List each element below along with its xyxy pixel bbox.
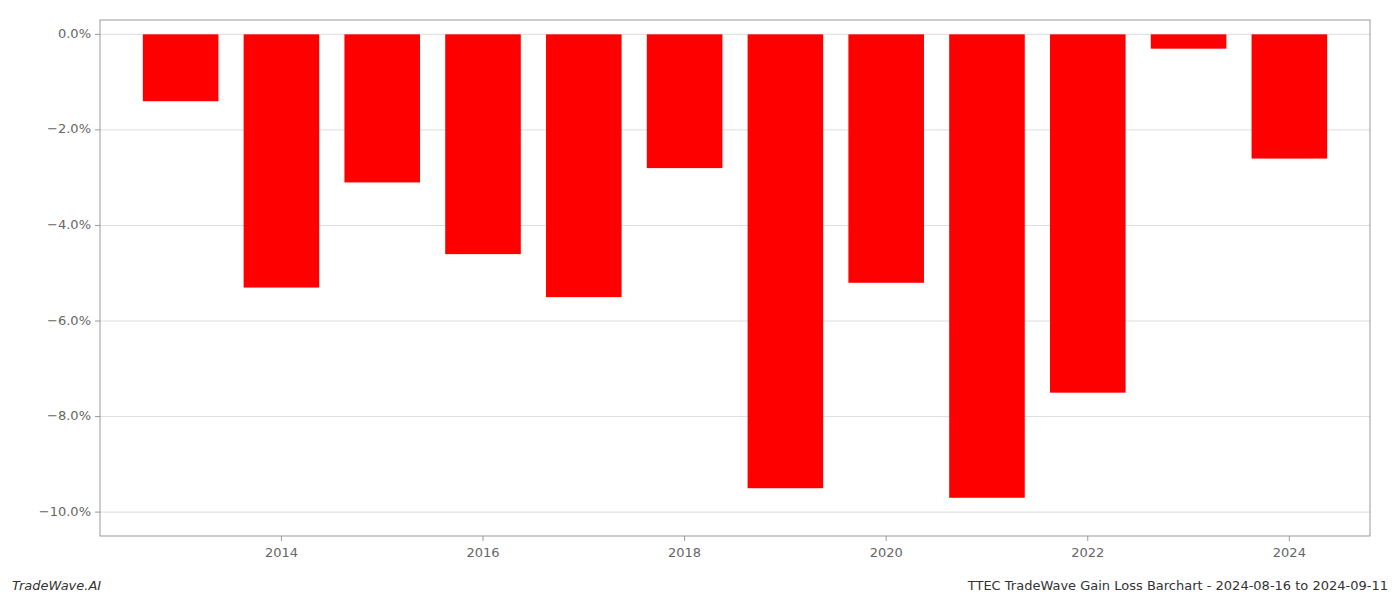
bar xyxy=(1252,34,1328,158)
bar xyxy=(546,34,622,297)
y-tick-label: −2.0% xyxy=(47,121,91,136)
x-tick xyxy=(886,536,887,541)
y-tick xyxy=(95,129,100,130)
y-tick xyxy=(95,416,100,417)
axes: 0.0% −2.0% −4.0% −6.0% −8.0% −10.0% 2014 2016 20… xyxy=(39,26,1306,560)
y-tick xyxy=(95,512,100,513)
bar xyxy=(344,34,420,182)
grid xyxy=(100,34,1370,512)
bar xyxy=(647,34,723,168)
x-tick-label: 2018 xyxy=(668,545,701,560)
y-tick xyxy=(95,321,100,322)
bar xyxy=(445,34,521,254)
x-tick-label: 2020 xyxy=(870,545,903,560)
x-tick xyxy=(483,536,484,541)
plot-frame xyxy=(100,20,1370,536)
y-tick-label: 0.0% xyxy=(58,26,91,41)
x-tick-label: 2024 xyxy=(1273,545,1306,560)
x-tick xyxy=(1087,536,1088,541)
y-tick xyxy=(95,225,100,226)
annotation: TradeWave.AI xyxy=(12,578,101,593)
x-tick-label: 2016 xyxy=(466,545,499,560)
bar xyxy=(143,34,219,101)
grid-line xyxy=(100,512,1370,513)
bar xyxy=(848,34,924,282)
bar xyxy=(1151,34,1227,48)
y-tick-label: −10.0% xyxy=(39,504,91,519)
x-tick xyxy=(684,536,685,541)
bar xyxy=(1050,34,1126,392)
grid-line xyxy=(100,321,1370,322)
y-tick-label: −6.0% xyxy=(47,313,91,328)
y-tick-label: −8.0% xyxy=(47,408,91,423)
grid-line xyxy=(100,416,1370,417)
annotation: TTEC TradeWave Gain Loss Barchart - 2024… xyxy=(967,578,1388,593)
bar xyxy=(244,34,320,287)
bar xyxy=(949,34,1025,497)
chart: 0.0% −2.0% −4.0% −6.0% −8.0% −10.0% 2014 2016 20… xyxy=(0,0,1400,600)
bars xyxy=(143,34,1327,497)
x-tick xyxy=(1289,536,1290,541)
chart-container: 0.0% −2.0% −4.0% −6.0% −8.0% −10.0% 2014 2016 20… xyxy=(0,0,1400,600)
x-tick xyxy=(281,536,282,541)
x-tick-label: 2022 xyxy=(1071,545,1104,560)
y-tick-label: −4.0% xyxy=(47,217,91,232)
y-tick xyxy=(95,34,100,35)
bar xyxy=(748,34,824,488)
x-tick-label: 2014 xyxy=(265,545,298,560)
